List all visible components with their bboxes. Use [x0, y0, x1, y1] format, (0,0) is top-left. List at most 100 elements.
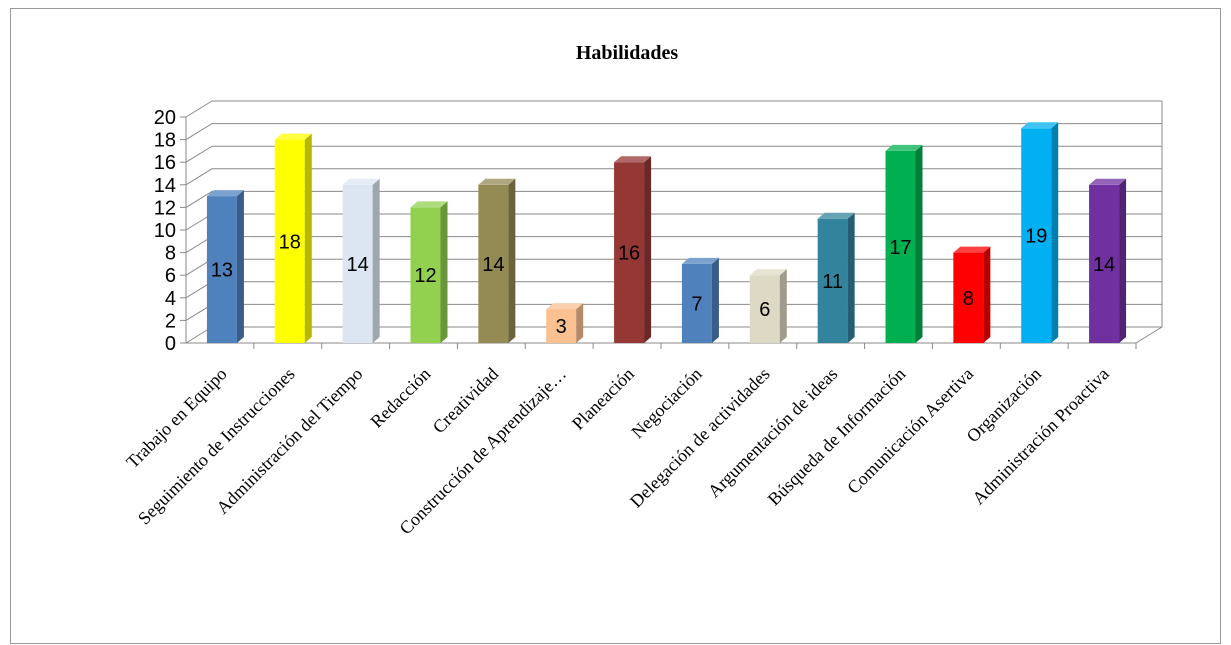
gridline-12 — [185, 190, 1162, 208]
bar-top-face — [274, 133, 312, 140]
bar-top-face — [478, 178, 516, 185]
bar-front-face — [1089, 184, 1120, 343]
bar-11 — [885, 144, 923, 343]
x-tick-label-9: Delegación de actividades — [626, 364, 774, 512]
bar-side-face — [711, 257, 719, 343]
bar-6 — [546, 303, 584, 343]
bar-1 — [206, 190, 244, 343]
bar-3 — [342, 178, 380, 343]
bar-front-face — [681, 263, 712, 343]
bar-side-face — [236, 190, 244, 343]
data-label-13: 19 — [1025, 226, 1047, 248]
data-label-7: 16 — [618, 243, 640, 265]
data-label-8: 7 — [691, 293, 702, 315]
bar-14 — [1089, 178, 1127, 343]
gridline-0 — [185, 326, 1162, 344]
bar-side-face — [1119, 178, 1127, 343]
bar-12 — [953, 246, 991, 343]
bar-front-face — [546, 309, 577, 343]
axes — [180, 101, 1163, 349]
y-tick-label: 2 — [165, 310, 176, 332]
x-tick-label-11: Búsqueda de Información — [764, 364, 910, 510]
bar-2 — [274, 133, 312, 343]
data-label-3: 14 — [347, 254, 369, 276]
y-tick-label: 8 — [165, 243, 176, 265]
y-tick-label: 14 — [154, 175, 176, 197]
data-label-6: 3 — [556, 316, 567, 338]
bar-side-face — [983, 246, 991, 343]
bar-7 — [614, 156, 652, 343]
bar-side-face — [915, 144, 923, 343]
bar-4 — [410, 201, 448, 343]
data-label-14: 14 — [1093, 254, 1115, 276]
y-tick-label: 16 — [154, 152, 176, 174]
bar-side-face — [779, 269, 787, 343]
bar-top-face — [953, 246, 991, 253]
bar-top-face — [614, 156, 652, 163]
y-tick-label: 20 — [154, 107, 176, 129]
y-tick-label: 0 — [165, 333, 176, 355]
bar-side-face — [508, 178, 516, 343]
gridline-2 — [185, 303, 1162, 321]
gridline-4 — [185, 281, 1162, 299]
gridline-6 — [185, 258, 1162, 276]
bar-front-face — [342, 184, 373, 343]
y-tick-label: 4 — [165, 288, 176, 310]
bar-top-face — [546, 303, 584, 310]
bar-side-face — [440, 201, 448, 343]
bar-side-face — [576, 303, 584, 343]
x-tick-label-10: Argumentación de ideas — [704, 364, 842, 502]
data-labels: 13 18 14 12 14 3 16 7 6 11 17 8 19 14 — [211, 226, 1115, 338]
bar-top-face — [1089, 178, 1127, 185]
y-tick-label: 12 — [154, 197, 176, 219]
data-label-1: 13 — [211, 260, 233, 282]
bar-5 — [478, 178, 516, 343]
floor-right-edge — [1135, 326, 1163, 344]
gridline-18 — [185, 123, 1162, 141]
bar-front-face — [206, 196, 237, 343]
bar-top-face — [410, 201, 448, 208]
bar-8 — [681, 257, 719, 343]
gridlines — [185, 100, 1162, 344]
bars — [206, 122, 1127, 343]
bar-front-face — [1021, 128, 1052, 343]
bar-front-face — [953, 252, 984, 343]
gridline-16 — [185, 145, 1162, 163]
bar-10 — [817, 212, 855, 343]
x-tick-label-12: Comunicación Asertiva — [843, 364, 977, 498]
data-label-4: 12 — [414, 265, 436, 287]
bar-front-face — [749, 275, 780, 343]
chart-title: Habilidades — [576, 42, 678, 64]
bar-side-face — [847, 212, 855, 343]
bar-top-face — [681, 257, 719, 264]
bar-side-face — [372, 178, 380, 343]
gridline-20 — [185, 100, 1162, 118]
bar-front-face — [410, 207, 441, 343]
bar-top-face — [817, 212, 855, 219]
data-label-9: 6 — [759, 299, 770, 321]
x-tick-label-4: Redacción — [366, 364, 434, 432]
bar-side-face — [304, 133, 312, 343]
y-tick-label: 10 — [154, 220, 176, 242]
bar-top-face — [1021, 122, 1059, 129]
bar-side-face — [644, 156, 652, 343]
data-label-2: 18 — [279, 231, 301, 253]
gridline-8 — [185, 236, 1162, 254]
gridline-14 — [185, 168, 1162, 186]
x-tick-label-5: Creatividad — [429, 364, 503, 438]
bar-front-face — [817, 218, 848, 343]
bar-top-face — [885, 144, 923, 151]
y-tick-label: 6 — [165, 265, 176, 287]
data-label-12: 8 — [963, 288, 974, 310]
x-tick-label-7: Planeación — [568, 364, 638, 434]
bar-front-face — [885, 150, 916, 343]
gridline-10 — [185, 213, 1162, 231]
bar-top-face — [206, 190, 244, 197]
bar-9 — [749, 269, 787, 343]
bar-top-face — [749, 269, 787, 276]
x-tick-label-14: Administración Proactiva — [968, 364, 1113, 509]
data-label-5: 14 — [482, 254, 504, 276]
